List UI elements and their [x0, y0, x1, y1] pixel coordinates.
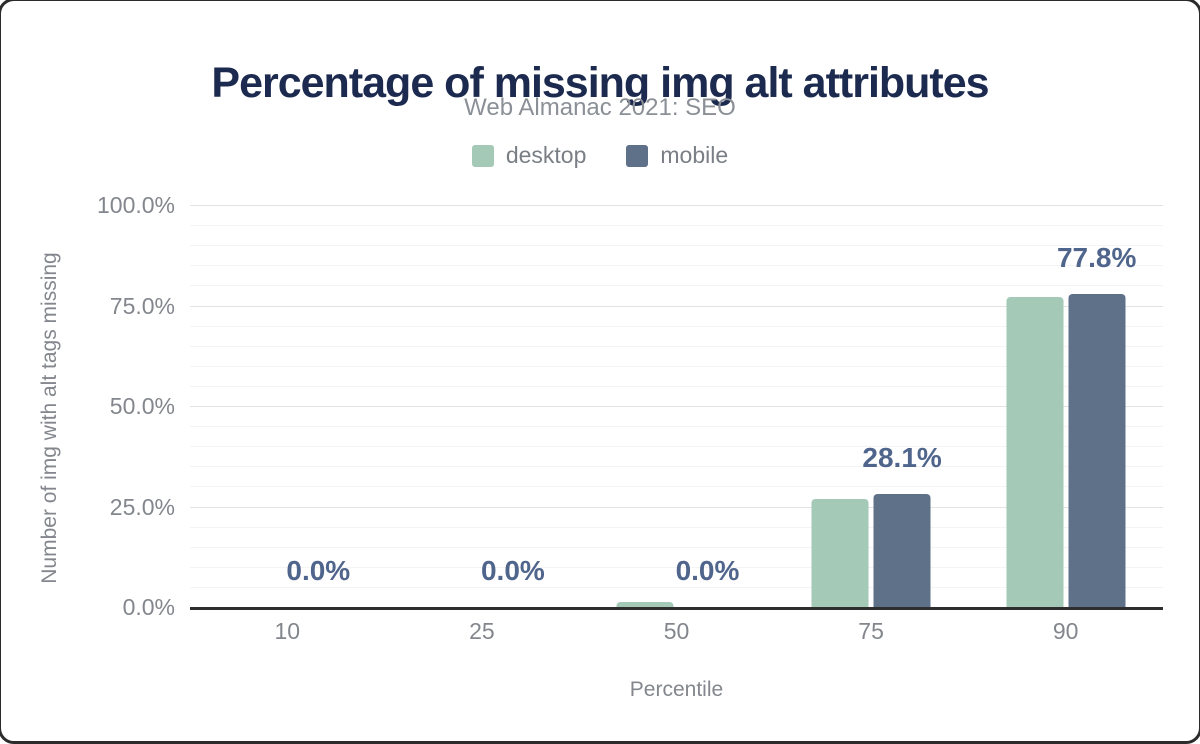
y-tick-label: 50.0% — [109, 393, 175, 419]
y-tick-label: 25.0% — [109, 493, 175, 520]
gridline-minor — [190, 526, 1163, 528]
bar-mobile-p75 — [873, 494, 931, 607]
gridline-minor — [190, 245, 1163, 247]
x-tick-label-25: 25 — [469, 618, 495, 644]
category-slot-75: 28.1% — [774, 205, 969, 607]
gridline-minor — [190, 385, 1163, 387]
gridline-major — [190, 305, 1163, 307]
category-slot-10: 0.0% — [190, 205, 385, 607]
y-tick-label: 100.0% — [96, 192, 175, 218]
gridline-minor — [190, 365, 1163, 367]
gridline-major — [190, 406, 1163, 407]
gridline-minor — [190, 546, 1163, 548]
bar-pair — [811, 494, 931, 607]
legend-item-mobile: mobile — [626, 142, 728, 169]
gridline-minor — [190, 225, 1163, 227]
x-tick-label-90: 90 — [1052, 618, 1079, 644]
gridline-minor — [190, 466, 1163, 468]
gridline-minor — [190, 285, 1163, 287]
value-label-p75: 28.1% — [862, 442, 942, 474]
x-tick-label-50: 50 — [663, 618, 690, 644]
x-tick-label-10: 10 — [274, 618, 301, 644]
category-slot-90: 77.8% — [968, 205, 1163, 607]
x-tick-label-75: 75 — [858, 618, 884, 644]
y-axis-title: Number of img with alt tags missing — [38, 252, 61, 584]
bar-pair — [616, 602, 736, 607]
gridline-major — [190, 506, 1163, 508]
bar-desktop-p75 — [811, 499, 869, 607]
value-label-p25: 0.0% — [480, 555, 545, 586]
gridline-major — [190, 205, 1163, 206]
legend-item-desktop: desktop — [471, 142, 587, 169]
bar-mobile-p90 — [1068, 294, 1126, 607]
chart-subtitle: Web Almanac 2021: SEO — [464, 94, 736, 121]
category-slot-50: 0.0% — [579, 205, 774, 607]
category-slot-25: 0.0% — [385, 205, 580, 607]
desktop-swatch-icon — [471, 144, 494, 167]
gridline-minor — [190, 265, 1163, 267]
plot-area: 0.0% 0.0% 0.0% 28.1% 77.8% — [190, 205, 1163, 610]
legend-label: mobile — [660, 142, 729, 168]
legend: desktop mobile — [0, 142, 1200, 169]
x-axis-tick-labels: 10 25 50 75 90 — [190, 618, 1163, 645]
bar-desktop-p50 — [616, 602, 674, 607]
gridline-minor — [190, 446, 1163, 448]
gridline-minor — [190, 426, 1163, 428]
y-axis-tick-labels: 100.0% 75.0% 50.0% 25.0% 0.0% — [60, 193, 175, 619]
y-tick-label: 0.0% — [122, 594, 175, 620]
bar-pair — [1006, 294, 1126, 607]
value-label-p90: 77.8% — [1056, 242, 1137, 274]
bar-desktop-p90 — [1006, 296, 1064, 607]
mobile-swatch-icon — [626, 144, 649, 167]
x-axis-title: Percentile — [629, 678, 724, 701]
value-label-p10: 0.0% — [286, 555, 351, 586]
y-tick-label: 75.0% — [109, 292, 175, 319]
gridline-minor — [190, 566, 1163, 568]
gridline-minor — [190, 325, 1163, 327]
gridline-minor — [190, 586, 1163, 588]
gridline-minor — [190, 345, 1163, 347]
legend-label: desktop — [505, 142, 587, 168]
chart-title: Percentage of missing img alt attributes — [211, 58, 989, 107]
gridline-minor — [190, 486, 1163, 488]
value-label-p50: 0.0% — [675, 555, 740, 586]
